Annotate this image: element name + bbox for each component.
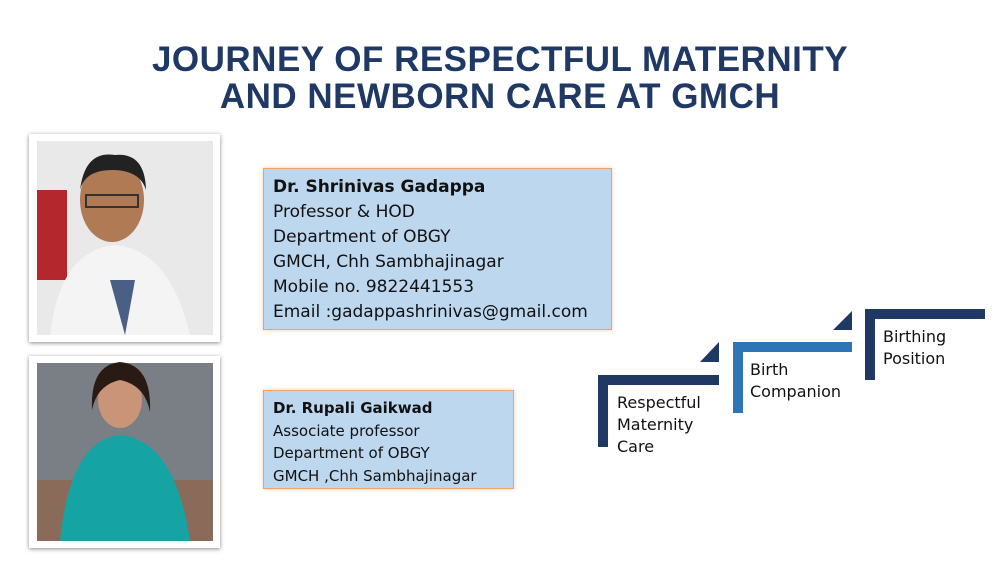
step-text: Position <box>883 349 946 368</box>
person-name: Dr. Shrinivas Gadappa <box>273 177 486 197</box>
step-text: Maternity <box>617 415 694 434</box>
person-detail: Email :gadappashrinivas@gmail.com <box>273 302 588 322</box>
person-detail: Associate professor <box>273 421 420 440</box>
step-text: Birth <box>750 360 789 379</box>
person-detail: Department of OBGY <box>273 227 451 247</box>
step-label: Respectful Maternity Care <box>617 392 701 458</box>
step-text: Birthing <box>883 327 947 346</box>
photo-frame <box>29 134 220 342</box>
person-name: Dr. Rupali Gaikwad <box>273 399 433 417</box>
title-line: JOURNEY OF RESPECTFUL MATERNITY <box>151 40 849 79</box>
step-text: Companion <box>750 382 842 401</box>
person-detail: Department of OBGY <box>273 444 430 462</box>
title-line: AND NEWBORN CARE AT GMCH <box>219 77 781 116</box>
photo-frame <box>29 356 220 548</box>
step-diagram <box>598 309 985 447</box>
person-detail: Mobile no. 9822441553 <box>273 277 475 297</box>
person-detail: GMCH ,Chh Sambhajinagar <box>273 466 477 485</box>
person-detail: Professor & HOD <box>273 202 415 222</box>
step-label: Birthing Position <box>883 326 946 370</box>
step-text: Respectful <box>617 393 701 412</box>
info-box: Dr. Rupali Gaikwad Associate professor Dep… <box>263 390 514 489</box>
step-label: Birth Companion <box>750 359 841 403</box>
step-text: Care <box>617 437 655 456</box>
person-detail: GMCH, Chh Sambhajinagar <box>273 252 504 272</box>
info-box: Dr. Shrinivas Gadappa Professor & HOD Depa… <box>263 168 612 330</box>
